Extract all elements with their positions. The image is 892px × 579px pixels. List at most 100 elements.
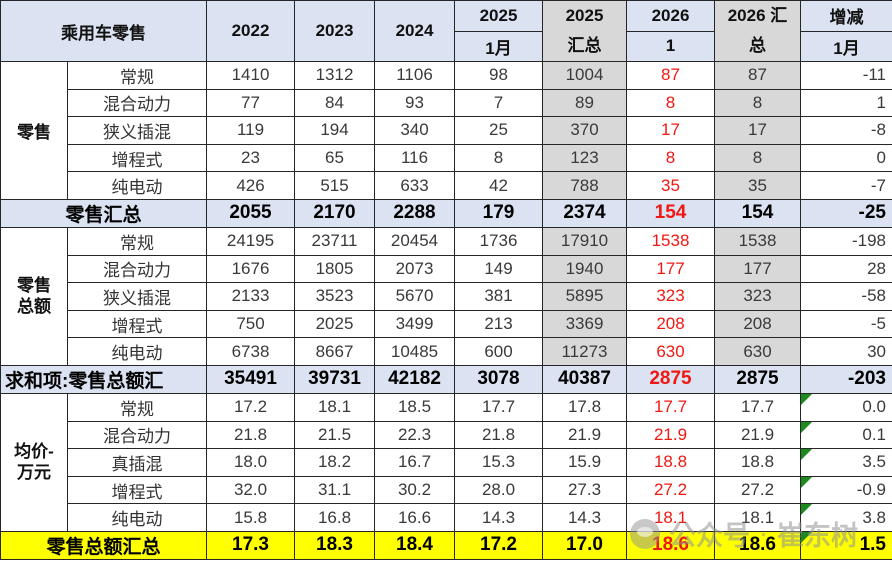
cell: 1940	[542, 254, 627, 284]
cell: 340	[374, 116, 455, 145]
grand-total-row: 零售总额汇总 17.3 18.3 18.4 17.2 17.0 18.6 18.…	[0, 530, 892, 560]
col-header-2026-total-line2: 总	[749, 36, 766, 55]
cell: 17.7	[626, 392, 715, 422]
cell: 154	[714, 198, 801, 228]
header-row-2: 1月 1 1月	[1, 30, 892, 62]
group-label-line2: 总额	[17, 297, 51, 317]
cell: 8	[626, 88, 715, 118]
cell: 18.6	[626, 530, 715, 560]
cell: 15.9	[542, 448, 627, 477]
row-label: 增程式	[67, 143, 207, 173]
col-header-2025-total-line2: 汇总	[567, 36, 602, 55]
cell: 7	[454, 88, 543, 118]
cell: 23	[206, 143, 295, 173]
row-label: 狭义插混	[67, 282, 207, 311]
cell: 35	[714, 171, 801, 200]
cell: 177	[626, 254, 715, 284]
grand-total-label: 零售总额汇总	[0, 530, 207, 560]
col-header-2025-total-line1: 2025	[565, 6, 604, 25]
green-corner-triangle-icon	[801, 532, 812, 543]
cell: 1.5	[800, 530, 892, 560]
cell: 633	[374, 171, 455, 200]
cell: 177	[714, 254, 801, 284]
table-title: 乘用车零售	[0, 0, 207, 62]
table-row: 增程式 23 65 116 8 123 8 8 0	[1, 143, 892, 173]
cell: 14.3	[542, 503, 627, 532]
row-label: 常规	[67, 392, 207, 422]
green-corner-triangle-icon	[801, 422, 812, 433]
col-header-2025-jan-year: 2025	[454, 0, 543, 32]
cell: 18.5	[374, 392, 455, 422]
summary-row-retail: 零售汇总 2055 2170 2288 179 2374 154 154 -25	[0, 198, 892, 228]
cell: 17.2	[206, 392, 295, 422]
col-header-2026-jan-year: 2026	[626, 0, 715, 32]
row-label: 混合动力	[67, 420, 207, 450]
table-row: 增程式 750 2025 3499 213 3369 208 208 -5	[1, 309, 892, 339]
col-header-2026-total-line1: 2026 汇	[727, 6, 788, 25]
green-corner-triangle-icon	[801, 504, 812, 516]
table-row: 混合动力 21.8 21.5 22.3 21.8 21.9 21.9 21.9 …	[1, 420, 892, 450]
cell: 1538	[714, 226, 801, 256]
cell: 1	[800, 88, 892, 118]
cell: 2875	[714, 364, 801, 394]
table-row: 均价- 万元 常规 17.2 18.1 18.5 17.7 17.8 17.7 …	[0, 392, 892, 532]
table-row: 零售 总额 常规 24195 23711 20454 1736 17910 15…	[0, 226, 892, 366]
cell: 515	[294, 171, 375, 200]
cell: 1805	[294, 254, 375, 284]
cell: 18.8	[714, 448, 801, 477]
row-label: 增程式	[67, 475, 207, 505]
cell: 17.3	[206, 530, 295, 560]
cell: 3.5	[800, 448, 892, 477]
cell: 89	[542, 88, 627, 118]
green-corner-triangle-icon	[801, 477, 812, 488]
cell: 17.7	[454, 392, 543, 422]
green-corner-triangle-icon	[801, 394, 812, 405]
cell: 15.8	[206, 503, 295, 532]
cell: 154	[626, 198, 715, 228]
cell: 3499	[374, 309, 455, 339]
cell-value: 3.8	[862, 507, 886, 527]
cell: 42	[454, 171, 543, 200]
cell: 28	[800, 254, 892, 284]
cell: 1736	[454, 226, 543, 256]
group-label-retail-total: 零售 总额	[0, 226, 68, 366]
cell: -7	[800, 171, 892, 200]
group-label-retail: 零售	[0, 61, 68, 200]
header-row-1: 乘用车零售 2022 2023 2024 2025 2025 汇总 2026 2…	[0, 0, 892, 62]
summary-label: 求和项:零售总额汇	[0, 364, 207, 394]
cell: 35	[626, 171, 715, 200]
cell: 22.3	[374, 420, 455, 450]
cell: 10485	[374, 337, 455, 366]
row-label: 常规	[67, 226, 207, 256]
table-row: 纯电动 15.8 16.8 16.6 14.3 14.3 18.1 18.1 3…	[1, 503, 892, 532]
cell: 16.7	[374, 448, 455, 477]
row-label: 混合动力	[67, 88, 207, 118]
cell: 21.8	[454, 420, 543, 450]
cell: 600	[454, 337, 543, 366]
cell: -0.9	[800, 475, 892, 505]
table-row: 纯电动 6738 8667 10485 600 11273 630 630 30	[1, 337, 892, 366]
cell: 5895	[542, 282, 627, 311]
cell: 17	[626, 116, 715, 145]
cell: 93	[374, 88, 455, 118]
cell: 0.1	[800, 420, 892, 450]
cell: 32.0	[206, 475, 295, 505]
cell: 2025	[294, 309, 375, 339]
col-header-2022: 2022	[206, 0, 295, 62]
cell: 28.0	[454, 475, 543, 505]
table-row: 狭义插混 119 194 340 25 370 17 17 -8	[1, 116, 892, 145]
cell: 18.4	[374, 530, 455, 560]
cell: 87	[626, 61, 715, 90]
cell: 27.2	[714, 475, 801, 505]
row-label: 常规	[67, 61, 207, 90]
cell: 24195	[206, 226, 295, 256]
cell: -5	[800, 309, 892, 339]
cell: 17.2	[454, 530, 543, 560]
cell: 18.6	[714, 530, 801, 560]
cell: 630	[714, 337, 801, 366]
cell: 1004	[542, 61, 627, 90]
cell: 18.1	[714, 503, 801, 532]
cell: 381	[454, 282, 543, 311]
cell: 1538	[626, 226, 715, 256]
